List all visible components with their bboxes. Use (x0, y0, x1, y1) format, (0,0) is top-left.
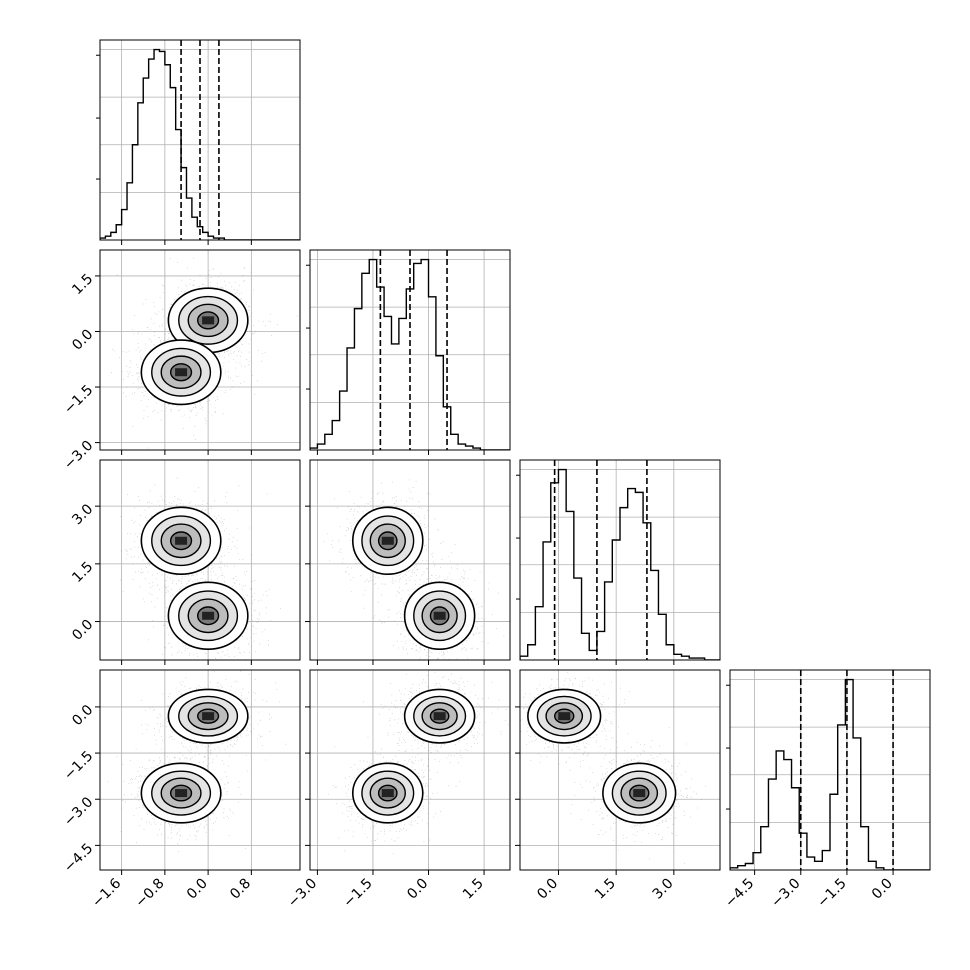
y-tick-label: −4.5 (61, 840, 96, 875)
histogram-panel-2 (516, 459, 721, 665)
joint-panel-3-0 (95, 669, 301, 875)
joint-density (323, 479, 505, 660)
scatter-points (520, 670, 707, 864)
y-tick-label: −1.5 (61, 382, 96, 417)
axes-frame (729, 669, 931, 871)
joint-panel-2-0 (95, 459, 301, 665)
density-peak (558, 712, 571, 721)
axes-frame (309, 669, 511, 871)
joint-panel-2-1 (305, 459, 511, 665)
density-peak (633, 789, 646, 798)
scatter-points (323, 479, 505, 660)
x-tick-label: 0.0 (184, 876, 211, 903)
axes-frame (99, 459, 301, 661)
histogram-bars (730, 670, 930, 870)
joint-panel-1-0 (95, 249, 301, 455)
density-peak (202, 316, 215, 325)
y-tick-label: 0.0 (69, 617, 96, 644)
histogram-step-line (310, 258, 510, 450)
y-tick-label: 1.5 (69, 559, 96, 586)
density-peak (433, 712, 446, 721)
histogram-panel-3 (726, 669, 931, 875)
joint-density (111, 257, 298, 449)
y-tick-label: 0.0 (69, 702, 96, 729)
axes-frame (99, 39, 301, 241)
density-peak (433, 611, 446, 620)
x-tick-label: −1.5 (340, 876, 375, 911)
joint-density (107, 670, 287, 852)
histogram-step-line (100, 48, 300, 240)
joint-panel-3-2 (515, 669, 721, 875)
y-tick-label: −3.0 (61, 794, 96, 829)
x-tick-label: 0.0 (404, 876, 431, 903)
histogram-bars (520, 460, 720, 660)
x-tick-label: −1.5 (814, 876, 849, 911)
histogram-panel-0 (96, 39, 301, 245)
joint-density (328, 671, 509, 854)
axes-frame (99, 249, 301, 451)
x-tick-label: 1.5 (460, 876, 487, 903)
density-peak (175, 789, 188, 798)
scatter-points (328, 671, 509, 854)
axes-frame (309, 249, 511, 451)
density-peak (381, 789, 394, 798)
axes-frame (309, 459, 511, 661)
axes-frame (99, 669, 301, 871)
joint-density (520, 670, 707, 864)
histogram-bars (310, 250, 510, 450)
density-peak (202, 611, 215, 620)
x-tick-label: 1.5 (592, 876, 619, 903)
scatter-points (107, 670, 287, 852)
y-tick-label: −3.0 (61, 438, 96, 473)
x-tick-label: 0.8 (227, 876, 254, 903)
density-peak (202, 712, 215, 721)
joint-panel-3-1 (305, 669, 511, 875)
axes-frame (519, 669, 721, 871)
x-tick-label: −1.6 (89, 875, 124, 910)
histogram-step-line (520, 468, 720, 660)
x-tick-label: 0.0 (869, 876, 896, 903)
histogram-panel-1 (306, 249, 511, 455)
y-tick-label: 0.0 (69, 327, 96, 354)
x-tick-label: 0.0 (534, 876, 561, 903)
x-tick-label: −3.0 (768, 876, 803, 911)
x-tick-label: −0.8 (132, 876, 167, 911)
x-tick-label: −4.5 (722, 876, 757, 911)
x-tick-label: −3.0 (285, 876, 320, 911)
density-peak (175, 368, 188, 377)
y-tick-label: 3.0 (69, 501, 96, 528)
y-tick-label: −1.5 (61, 748, 96, 783)
density-peak (175, 536, 188, 545)
density-peak (381, 536, 394, 545)
histogram-step-line (730, 678, 930, 870)
histogram-bars (100, 40, 300, 240)
y-tick-label: 1.5 (69, 271, 96, 298)
joint-density (120, 477, 281, 660)
x-tick-label: 3.0 (650, 876, 677, 903)
axes-frame (519, 459, 721, 661)
